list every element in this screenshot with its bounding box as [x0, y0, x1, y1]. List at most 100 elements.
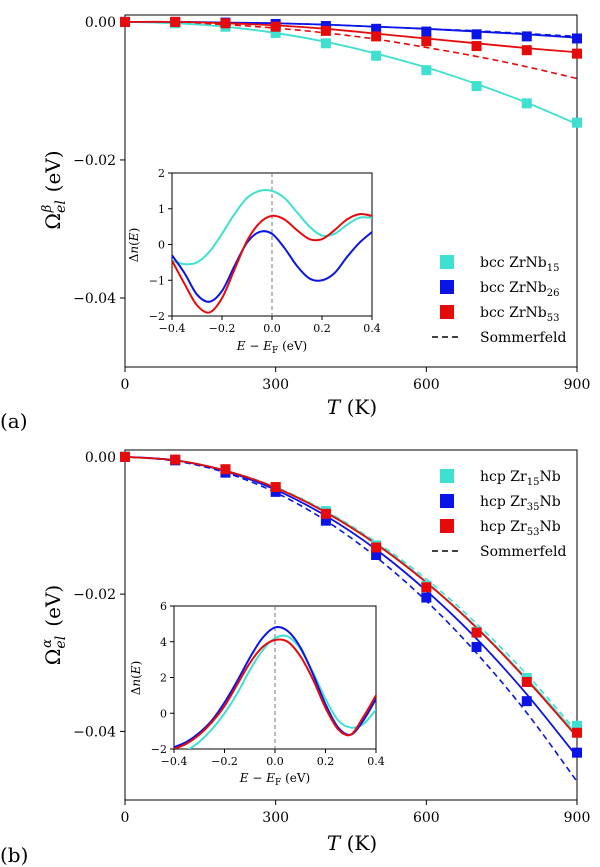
panel-a-fit-lines: [124, 20, 578, 125]
inset-x-tick-label: 0.0: [263, 322, 281, 335]
inset-y-tick-label: 6: [160, 600, 167, 613]
data-point: [521, 31, 532, 42]
inset-curve: [174, 638, 376, 749]
x-tick-label: 600: [413, 810, 440, 826]
y-tick-label: −0.04: [73, 291, 116, 307]
y-tick-label: −0.02: [73, 153, 116, 169]
inset-y-tick-label: −1: [149, 274, 165, 287]
panel-a-inset: −0.4 −0.2 0.0 0.2 0.4 2 1 0 −1 −2 Δn(E) E − EF (e…: [127, 167, 381, 356]
data-point: [471, 627, 482, 638]
data-point: [421, 582, 432, 593]
data-point: [572, 727, 582, 738]
panel-b-plot-frame: [124, 449, 578, 801]
data-point: [471, 81, 482, 92]
fit-line: [124, 455, 578, 738]
x-tick-label: 900: [564, 377, 591, 393]
panel-a-legend: bcc ZrNb15 bcc ZrNb26 bcc ZrNb53 Sommerfeld: [432, 255, 566, 346]
inset-y-tick-label: 0: [160, 707, 167, 720]
panel-a-inset-ylabel: Δn(E): [127, 228, 141, 263]
data-point: [521, 45, 532, 56]
y-tick-label: 0.00: [85, 450, 116, 466]
data-point: [572, 33, 582, 44]
data-point: [120, 451, 130, 462]
inset-curves: [174, 626, 376, 749]
legend-marker: [440, 280, 454, 294]
fit-line: [124, 21, 578, 125]
inset-x-tick-label: 0.4: [367, 755, 385, 768]
data-point: [421, 65, 432, 76]
data-point: [471, 29, 482, 40]
data-point: [572, 117, 582, 128]
legend-label: hcp Zr15Nb: [480, 469, 561, 488]
data-point: [421, 26, 432, 37]
data-point: [371, 31, 382, 42]
inset-curve: [172, 188, 372, 266]
panel-a-sommerfeld-lines: [124, 21, 578, 125]
data-point: [371, 550, 382, 560]
legend-marker: [440, 469, 454, 483]
data-point: [270, 482, 281, 493]
panel-b-inset: −0.4 −0.2 0.0 0.2 0.4 6 4 2 0 −2 Δn(E) E − EF (eV…: [129, 600, 385, 788]
panel-a-data-points: [120, 16, 582, 128]
data-point: [170, 454, 181, 465]
inset-x-tick-label: −0.4: [159, 322, 186, 335]
inset-curve: [172, 213, 372, 314]
x-tick-label: 900: [564, 810, 591, 826]
panel-b-xlabel: T (K): [327, 831, 377, 855]
panel-b-data-points: [120, 451, 582, 758]
inset-y-tick-label: 2: [160, 672, 167, 685]
inset-curve: [187, 634, 376, 749]
y-tick-label: −0.04: [73, 724, 116, 740]
sommerfeld-line: [124, 21, 578, 125]
inset-x-tick-label: −0.2: [209, 322, 236, 335]
sommerfeld-line: [124, 456, 578, 782]
inset-x-tick-label: 0.2: [313, 322, 331, 335]
data-point: [471, 41, 482, 52]
data-point: [320, 508, 331, 519]
inset-x-tick-label: 0.0: [266, 755, 284, 768]
legend-marker: [440, 519, 454, 533]
data-point: [270, 27, 281, 38]
panel-b-label: (b): [0, 843, 28, 867]
data-point: [421, 592, 432, 603]
legend-label: Sommerfeld: [480, 330, 566, 346]
data-point: [220, 464, 231, 475]
fit-line: [124, 20, 578, 54]
inset-x-tick-label: −0.4: [161, 755, 188, 768]
inset-y-tick-label: −2: [151, 743, 167, 756]
inset-y-tick-label: −2: [149, 310, 165, 323]
panel-a-ylabel: Ωelβ (eV): [40, 150, 69, 229]
data-point: [320, 25, 331, 36]
panel-a-plot-frame: [124, 14, 578, 368]
data-point: [521, 676, 532, 687]
inset-y-tick-label: 4: [160, 636, 167, 649]
legend-label: bcc ZrNb53: [480, 305, 559, 324]
panel-b-inset-xlabel: E − EF (eV): [239, 771, 310, 788]
data-point: [320, 515, 331, 526]
legend-label: hcp Zr35Nb: [480, 494, 561, 513]
panel-b-ylabel: Ωelα (eV): [40, 585, 69, 665]
legend-marker: [440, 305, 454, 319]
inset-x-tick-label: −0.2: [211, 755, 238, 768]
data-point: [572, 747, 582, 758]
y-tick-label: −0.02: [73, 587, 116, 603]
x-tick-label: 300: [262, 377, 289, 393]
data-point: [371, 542, 382, 553]
data-point: [170, 16, 181, 27]
data-point: [371, 23, 382, 34]
legend-marker: [440, 494, 454, 508]
data-point: [572, 48, 582, 59]
legend-label: Sommerfeld: [480, 544, 566, 560]
inset-curves: [172, 188, 372, 314]
sommerfeld-line: [124, 21, 578, 80]
data-point: [521, 696, 532, 707]
data-point: [572, 720, 582, 731]
inset-x-tick-label: 0.4: [363, 322, 381, 335]
y-tick-label: 0.00: [85, 15, 116, 31]
inset-y-tick-label: 1: [158, 203, 165, 216]
x-tick-label: 0: [121, 377, 130, 393]
